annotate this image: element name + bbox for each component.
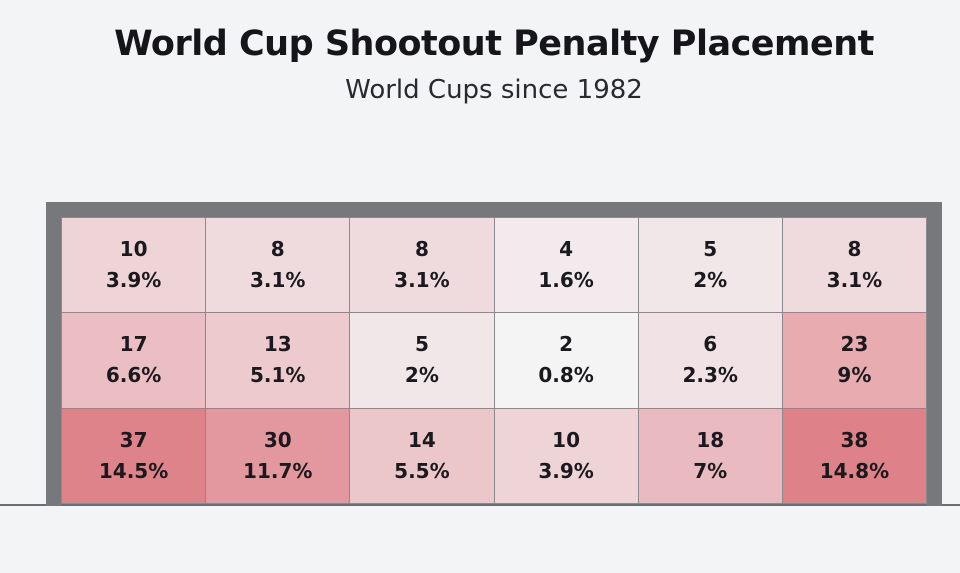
cell-percent: 2% <box>693 268 728 293</box>
cell-count: 17 <box>119 332 148 357</box>
cell-percent: 5.1% <box>250 363 306 388</box>
cell-percent: 3.1% <box>826 268 883 293</box>
cell-percent: 6.6% <box>105 363 162 388</box>
heatmap-cell: 10 3.9% <box>494 408 638 503</box>
cell-count: 8 <box>847 237 862 262</box>
heatmap-cell: 4 1.6% <box>494 218 638 313</box>
cell-percent: 2.3% <box>682 363 738 388</box>
cell-count: 18 <box>696 427 725 452</box>
heatmap-cell: 38 14.8% <box>782 408 926 503</box>
heatmap-cell: 23 9% <box>782 313 926 408</box>
cell-percent: 14.8% <box>819 458 890 483</box>
heatmap-cell: 37 14.5% <box>62 408 206 503</box>
cell-count: 8 <box>270 237 285 262</box>
heatmap-cell: 10 3.9% <box>62 218 206 313</box>
cell-count: 5 <box>703 237 718 262</box>
cell-percent: 3.1% <box>250 268 306 293</box>
cell-count: 23 <box>840 332 869 357</box>
heatmap-cell: 17 6.6% <box>62 313 206 408</box>
cell-count: 10 <box>119 237 148 262</box>
goal-frame <box>46 202 942 506</box>
heatmap-cell: 13 5.1% <box>206 313 350 408</box>
chart-subtitle: World Cups since 1982 <box>345 75 643 105</box>
heatmap-cell: 5 2% <box>638 218 782 313</box>
cell-percent: 7% <box>693 458 728 483</box>
heatmap-cell: 8 3.1% <box>350 218 494 313</box>
cell-count: 5 <box>414 332 429 357</box>
cell-count: 38 <box>840 427 869 452</box>
cell-count: 8 <box>414 237 429 262</box>
cell-count: 2 <box>559 332 574 357</box>
heatmap-cell: 18 7% <box>638 408 782 503</box>
chart-title: World Cup Shootout Penalty Placement <box>114 24 874 64</box>
cell-percent: 3.9% <box>105 268 162 293</box>
cell-count: 6 <box>703 332 718 357</box>
cell-percent: 0.8% <box>538 363 594 388</box>
cell-count: 14 <box>407 427 436 452</box>
cell-percent: 11.7% <box>243 458 313 483</box>
heatmap-cell: 5 2% <box>350 313 494 408</box>
cell-percent: 2% <box>404 363 439 388</box>
cell-percent: 14.5% <box>98 458 169 483</box>
heatmap-cell: 8 3.1% <box>782 218 926 313</box>
heatmap-cell: 14 5.5% <box>350 408 494 503</box>
heatmap-cell: 2 0.8% <box>494 313 638 408</box>
placement-grid: 10 3.9% 8 3.1% 8 3.1% 4 1.6% 5 2% 8 3.1% 17 6.6% 13 5.1… <box>61 217 927 504</box>
cell-count: 13 <box>263 332 292 357</box>
heatmap-cell: 8 3.1% <box>206 218 350 313</box>
heatmap-cell: 6 2.3% <box>638 313 782 408</box>
heatmap-cell: 30 11.7% <box>206 408 350 503</box>
cell-count: 4 <box>559 237 574 262</box>
cell-percent: 1.6% <box>538 268 594 293</box>
cell-percent: 3.9% <box>538 458 594 483</box>
cell-count: 37 <box>119 427 148 452</box>
cell-percent: 5.5% <box>394 458 450 483</box>
cell-count: 10 <box>552 427 580 452</box>
cell-percent: 9% <box>837 363 872 388</box>
cell-count: 30 <box>263 427 292 452</box>
ground-line <box>0 504 960 506</box>
cell-percent: 3.1% <box>394 268 450 293</box>
